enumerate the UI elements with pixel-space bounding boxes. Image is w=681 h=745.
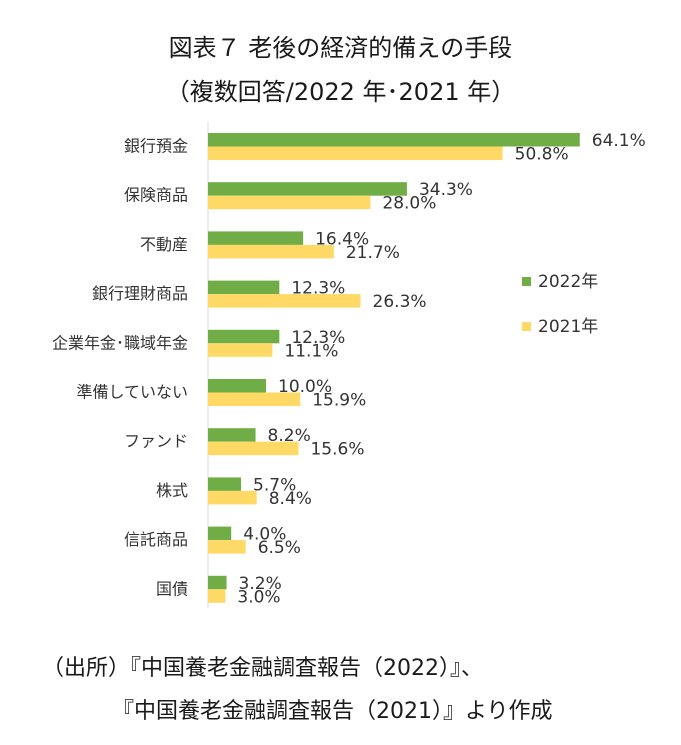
category-label: 保険商品	[124, 186, 188, 205]
data-label: 12.3%	[291, 328, 345, 348]
legend-label: 2022年	[538, 272, 598, 292]
bar-2021年	[208, 589, 226, 603]
data-label: 3.2%	[239, 574, 282, 594]
data-label: 34.3%	[419, 180, 473, 200]
bar-chart: 銀行預金 64.1% 50.8% 保険商品 34.3%28.0% 不動産 16.4%21.7…	[52, 122, 646, 608]
bar-2021年	[208, 294, 361, 308]
bar-2022年	[208, 526, 232, 541]
category-label: 株式	[156, 481, 188, 500]
bar-2021年	[208, 195, 371, 210]
data-label: 10.0%	[278, 377, 332, 397]
data-label: 26.3%	[373, 292, 427, 312]
bar-2021年	[208, 540, 246, 554]
data-label: 21.7%	[346, 243, 400, 263]
bar-2022年	[208, 133, 580, 147]
category-label: 信託商品	[124, 530, 188, 549]
bar-2022年	[208, 428, 256, 442]
data-label: 4.0%	[243, 525, 286, 545]
source-line-1: （出所）『中国養老金融調査報告（2022）』、	[42, 656, 483, 681]
chart-title: 図表７ 老後の経済的備えの手段	[168, 34, 513, 62]
data-label: 28.0%	[382, 194, 436, 214]
bar-2022年	[208, 477, 242, 491]
category-label: 準備していない	[76, 383, 188, 402]
bar-2022年	[208, 231, 304, 245]
category-label: 銀行理財商品	[92, 284, 188, 303]
category-label: 不動産	[140, 235, 188, 254]
legend-swatch	[522, 322, 531, 331]
bar-2021年	[208, 244, 334, 259]
bar-2022年	[208, 182, 407, 196]
bar-2022年	[208, 280, 280, 295]
legend-swatch	[522, 277, 531, 286]
data-label: 15.9%	[312, 391, 366, 411]
legend-label: 2021年	[538, 317, 598, 337]
bar-2022年	[208, 575, 227, 590]
data-label: 8.2%	[268, 426, 311, 446]
bar-2021年	[208, 392, 301, 406]
category-label: 国債	[156, 579, 188, 598]
data-label: 15.6%	[310, 440, 364, 460]
data-label: 50.8%	[515, 145, 569, 165]
category-label: 企業年金･職域年金	[52, 333, 188, 352]
source-line-2: 『中国養老金融調査報告（2021）』より作成	[112, 699, 553, 724]
chart-subtitle: （複数回答/2022 年･2021 年）	[165, 78, 516, 106]
category-label: 銀行預金	[124, 137, 188, 156]
bar-2021年	[208, 146, 503, 160]
bar-2021年	[208, 441, 299, 456]
data-label: 11.1%	[284, 341, 338, 361]
data-label: 16.4%	[315, 229, 369, 249]
category-label: ファンド	[124, 432, 188, 451]
data-label: 12.3%	[291, 279, 345, 299]
data-label: 6.5%	[258, 538, 301, 558]
bar-2021年	[208, 343, 273, 357]
data-label: 3.0%	[237, 587, 280, 607]
bar-2022年	[208, 329, 280, 344]
data-label: 5.7%	[253, 475, 296, 495]
bar-2022年	[208, 379, 266, 393]
data-label: 64.1%	[592, 131, 646, 151]
data-label: 8.4%	[269, 489, 312, 509]
bar-2021年	[208, 490, 257, 505]
